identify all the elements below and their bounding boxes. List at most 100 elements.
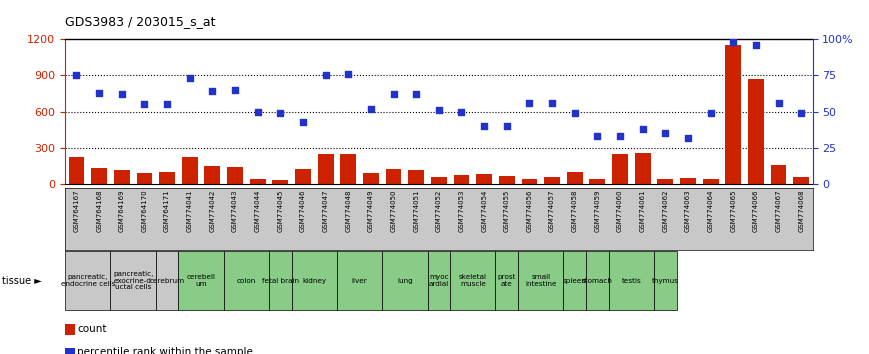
Bar: [249, 179, 266, 184]
Bar: [318, 154, 334, 184]
Bar: [156, 251, 178, 310]
Bar: [454, 175, 469, 184]
Bar: [431, 177, 447, 184]
Text: GSM774062: GSM774062: [662, 189, 668, 232]
Bar: [65, 251, 110, 310]
Text: GSM774047: GSM774047: [322, 189, 328, 232]
Text: GSM774066: GSM774066: [753, 189, 759, 232]
Bar: [476, 175, 492, 184]
Text: thymus: thymus: [652, 278, 679, 284]
Point: [115, 91, 129, 97]
Point: [726, 39, 740, 45]
Text: testis: testis: [621, 278, 641, 284]
Text: GSM774058: GSM774058: [572, 189, 578, 232]
Bar: [499, 176, 514, 184]
Point: [228, 87, 242, 93]
Point: [590, 133, 604, 139]
Text: GSM774060: GSM774060: [617, 189, 623, 232]
Text: GSM764171: GSM764171: [164, 189, 170, 232]
Text: GSM774053: GSM774053: [459, 189, 465, 232]
Text: GSM774068: GSM774068: [799, 189, 804, 232]
Bar: [91, 169, 107, 184]
Bar: [110, 251, 156, 310]
Text: GSM774065: GSM774065: [730, 189, 736, 232]
Text: liver: liver: [352, 278, 368, 284]
Point: [636, 126, 650, 132]
Bar: [337, 251, 382, 310]
Text: stomach: stomach: [582, 278, 613, 284]
Bar: [341, 154, 356, 184]
Point: [92, 90, 106, 96]
Text: GSM774046: GSM774046: [300, 189, 306, 232]
Text: prost
ate: prost ate: [498, 274, 516, 287]
Point: [794, 110, 808, 116]
Text: tissue ►: tissue ►: [2, 275, 42, 286]
Point: [772, 100, 786, 105]
Text: spleen: spleen: [563, 278, 587, 284]
Bar: [589, 179, 606, 184]
Bar: [726, 45, 741, 184]
Text: GSM774050: GSM774050: [390, 189, 396, 232]
Point: [70, 73, 83, 78]
Text: GSM774059: GSM774059: [594, 189, 600, 232]
Text: percentile rank within the sample: percentile rank within the sample: [77, 347, 253, 354]
Point: [387, 91, 401, 97]
Text: GSM774064: GSM774064: [707, 189, 713, 232]
Bar: [408, 170, 424, 184]
Text: small
intestine: small intestine: [525, 274, 556, 287]
Bar: [563, 251, 586, 310]
Point: [364, 106, 378, 112]
Point: [296, 119, 310, 125]
Bar: [363, 173, 379, 184]
Point: [432, 107, 446, 113]
Point: [251, 109, 265, 114]
Text: fetal brain: fetal brain: [262, 278, 299, 284]
Text: count: count: [77, 324, 107, 334]
Point: [659, 131, 673, 136]
Text: skeletal
muscle: skeletal muscle: [459, 274, 487, 287]
Point: [681, 135, 695, 141]
Bar: [634, 153, 651, 184]
Point: [454, 109, 468, 114]
Bar: [748, 79, 764, 184]
Bar: [428, 251, 450, 310]
Bar: [586, 251, 608, 310]
Bar: [272, 181, 289, 184]
Text: myoc
ardial: myoc ardial: [428, 274, 449, 287]
Text: GSM774052: GSM774052: [436, 189, 441, 232]
Text: GSM774067: GSM774067: [775, 189, 781, 232]
Text: GSM764170: GSM764170: [142, 189, 148, 232]
Point: [342, 71, 355, 76]
Bar: [495, 251, 518, 310]
Bar: [269, 251, 292, 310]
Text: GSM774063: GSM774063: [685, 189, 691, 232]
Text: GSM774045: GSM774045: [277, 189, 283, 232]
Point: [319, 73, 333, 78]
Bar: [292, 251, 337, 310]
Bar: [178, 251, 223, 310]
Bar: [521, 179, 537, 184]
Text: GSM774057: GSM774057: [549, 189, 555, 232]
Bar: [544, 177, 560, 184]
Bar: [608, 251, 654, 310]
Text: GSM764168: GSM764168: [96, 189, 103, 232]
Point: [274, 110, 288, 116]
Point: [545, 100, 559, 105]
Bar: [136, 173, 152, 184]
Point: [567, 110, 581, 116]
Bar: [295, 169, 311, 184]
Text: GSM774056: GSM774056: [527, 189, 533, 232]
Text: GSM774043: GSM774043: [232, 189, 238, 232]
Text: colon: colon: [236, 278, 256, 284]
Text: pancreatic,
exocrine-d
uctal cells: pancreatic, exocrine-d uctal cells: [113, 271, 153, 290]
Text: cerebrum: cerebrum: [149, 278, 184, 284]
Text: GSM774048: GSM774048: [345, 189, 351, 232]
Text: pancreatic,
endocrine cells: pancreatic, endocrine cells: [61, 274, 115, 287]
Point: [500, 123, 514, 129]
Text: GSM764169: GSM764169: [119, 189, 125, 232]
Point: [749, 42, 763, 47]
Bar: [771, 165, 786, 184]
Point: [160, 102, 174, 107]
Text: lung: lung: [397, 278, 413, 284]
Text: GDS3983 / 203015_s_at: GDS3983 / 203015_s_at: [65, 15, 216, 28]
